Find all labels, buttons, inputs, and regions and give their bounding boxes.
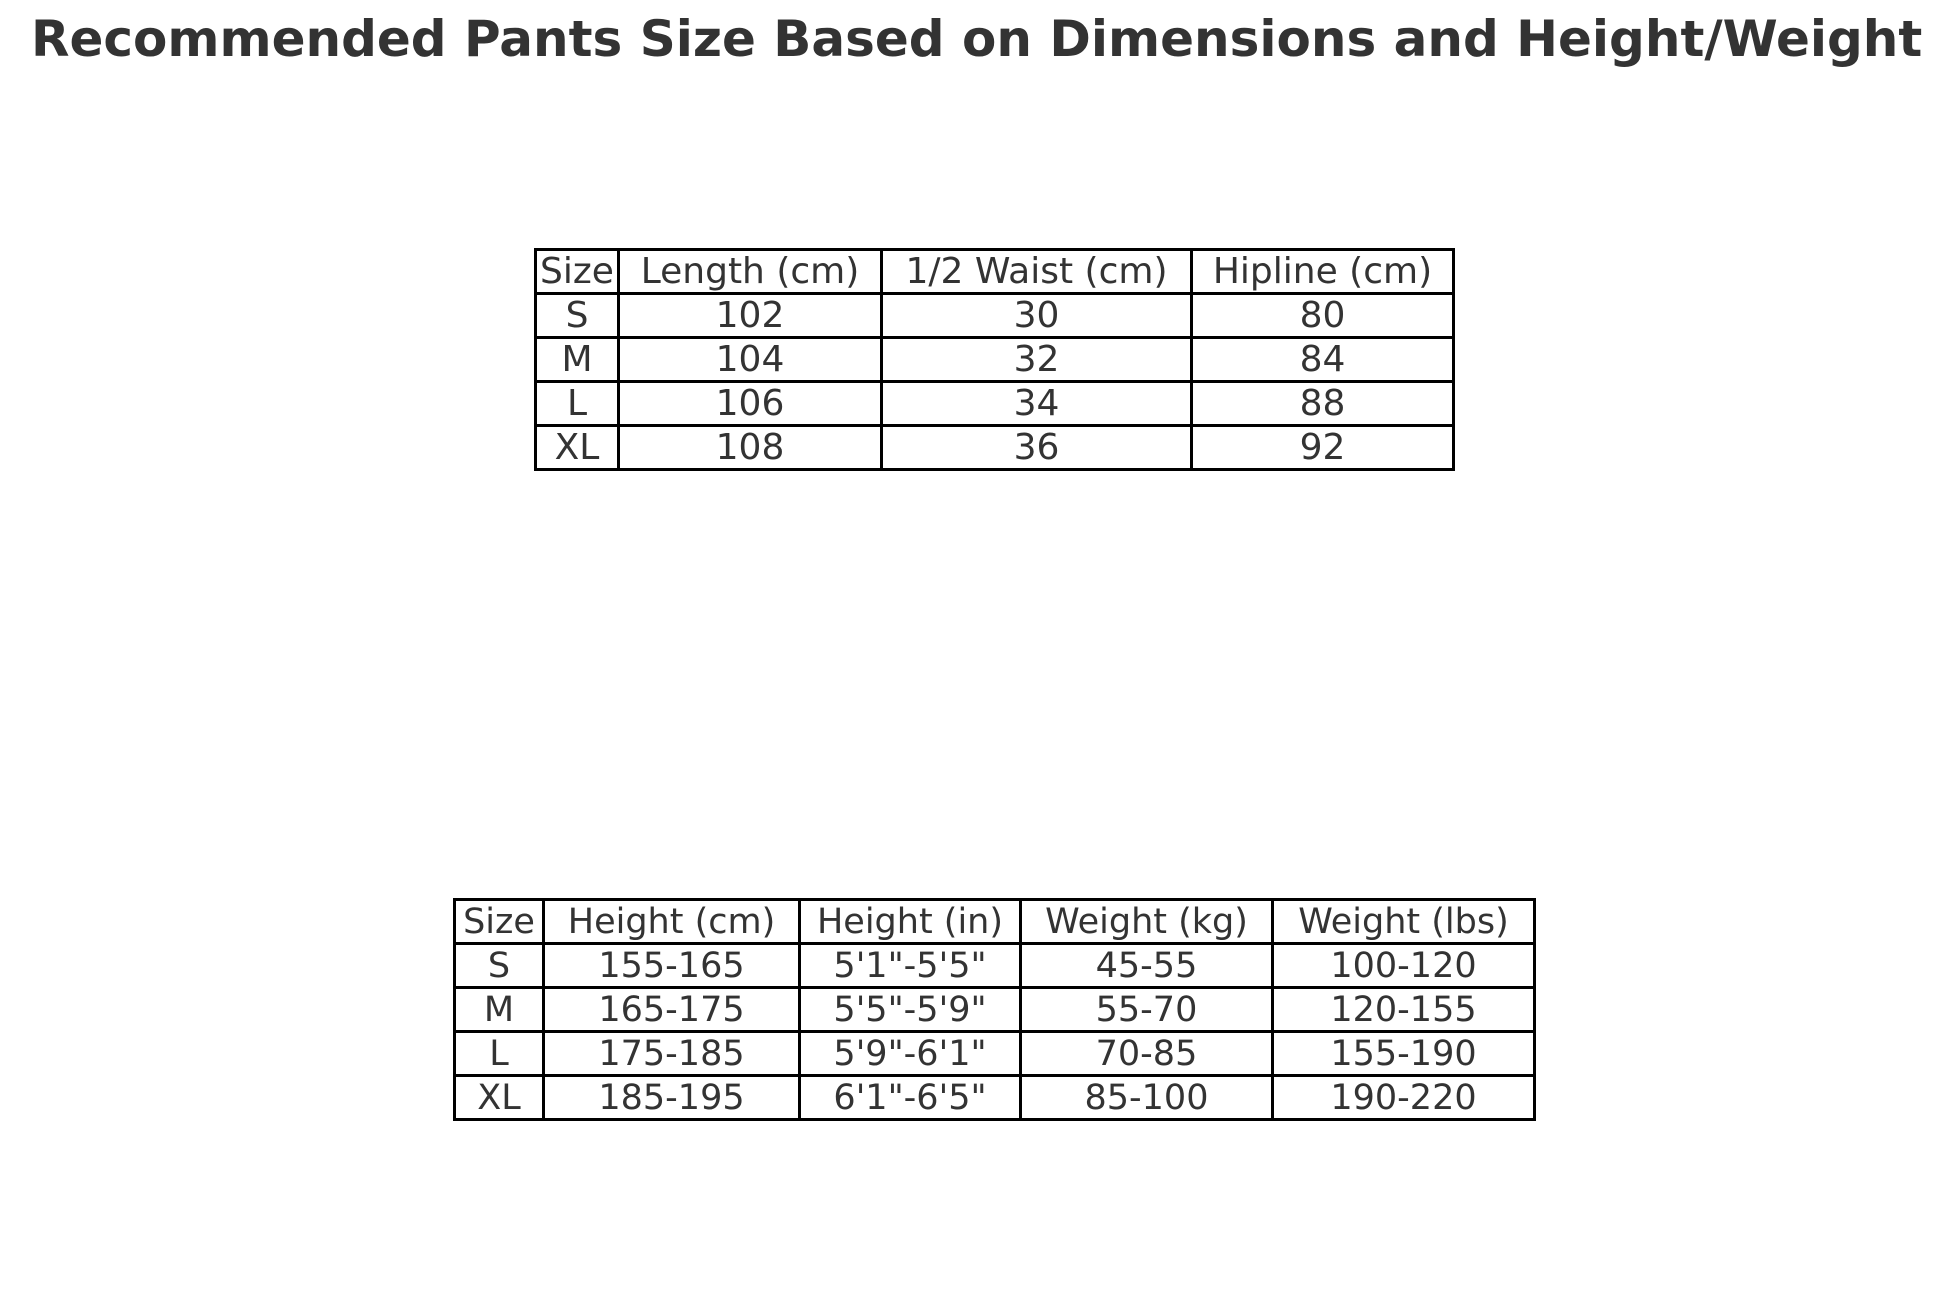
cell-weight-kg: 55-70: [1019, 986, 1274, 1033]
table-row: S 155-165 5'1"-5'5" 45-55 100-120: [453, 942, 1536, 989]
table-row: S 102 30 80: [534, 292, 1455, 339]
table-header-row: Size Height (cm) Height (in) Weight (kg)…: [453, 898, 1536, 945]
cell-weight-lbs: 120-155: [1271, 986, 1536, 1033]
cell-size: XL: [453, 1074, 545, 1121]
cell-size: L: [453, 1030, 545, 1077]
table-row: L 175-185 5'9"-6'1" 70-85 155-190: [453, 1030, 1536, 1077]
cell-weight-lbs: 190-220: [1271, 1074, 1536, 1121]
cell-length: 108: [617, 424, 883, 471]
header-cell-half-waist: 1/2 Waist (cm): [880, 248, 1193, 295]
header-cell-weight-lbs: Weight (lbs): [1271, 898, 1536, 945]
header-cell-weight-kg: Weight (kg): [1019, 898, 1274, 945]
cell-half-waist: 36: [880, 424, 1193, 471]
header-cell-length: Length (cm): [617, 248, 883, 295]
cell-height-cm: 185-195: [542, 1074, 801, 1121]
cell-size: M: [534, 336, 620, 383]
dimensions-table: Size Length (cm) 1/2 Waist (cm) Hipline …: [534, 248, 1455, 471]
cell-height-in: 6'1"-6'5": [798, 1074, 1022, 1121]
header-cell-hipline: Hipline (cm): [1190, 248, 1455, 295]
cell-hipline: 88: [1190, 380, 1455, 427]
cell-length: 104: [617, 336, 883, 383]
table-row: XL 108 36 92: [534, 424, 1455, 471]
cell-size: XL: [534, 424, 620, 471]
cell-half-waist: 30: [880, 292, 1193, 339]
cell-height-in: 5'5"-5'9": [798, 986, 1022, 1033]
cell-height-in: 5'1"-5'5": [798, 942, 1022, 989]
cell-height-cm: 175-185: [542, 1030, 801, 1077]
cell-hipline: 80: [1190, 292, 1455, 339]
table-header-row: Size Length (cm) 1/2 Waist (cm) Hipline …: [534, 248, 1455, 295]
cell-half-waist: 34: [880, 380, 1193, 427]
height-weight-table: Size Height (cm) Height (in) Weight (kg)…: [453, 898, 1536, 1121]
table-row: M 165-175 5'5"-5'9" 55-70 120-155: [453, 986, 1536, 1033]
cell-hipline: 92: [1190, 424, 1455, 471]
cell-height-cm: 155-165: [542, 942, 801, 989]
header-cell-size: Size: [453, 898, 545, 945]
cell-weight-kg: 45-55: [1019, 942, 1274, 989]
cell-weight-lbs: 100-120: [1271, 942, 1536, 989]
cell-weight-kg: 70-85: [1019, 1030, 1274, 1077]
cell-length: 106: [617, 380, 883, 427]
cell-weight-kg: 85-100: [1019, 1074, 1274, 1121]
cell-size: S: [453, 942, 545, 989]
cell-weight-lbs: 155-190: [1271, 1030, 1536, 1077]
cell-size: S: [534, 292, 620, 339]
table-row: M 104 32 84: [534, 336, 1455, 383]
cell-size: L: [534, 380, 620, 427]
header-cell-size: Size: [534, 248, 620, 295]
table-row: XL 185-195 6'1"-6'5" 85-100 190-220: [453, 1074, 1536, 1121]
cell-half-waist: 32: [880, 336, 1193, 383]
cell-hipline: 84: [1190, 336, 1455, 383]
header-cell-height-cm: Height (cm): [542, 898, 801, 945]
cell-height-cm: 165-175: [542, 986, 801, 1033]
header-cell-height-in: Height (in): [798, 898, 1022, 945]
cell-length: 102: [617, 292, 883, 339]
figure-title: Recommended Pants Size Based on Dimensio…: [31, 10, 1923, 68]
table-row: L 106 34 88: [534, 380, 1455, 427]
cell-height-in: 5'9"-6'1": [798, 1030, 1022, 1077]
cell-size: M: [453, 986, 545, 1033]
